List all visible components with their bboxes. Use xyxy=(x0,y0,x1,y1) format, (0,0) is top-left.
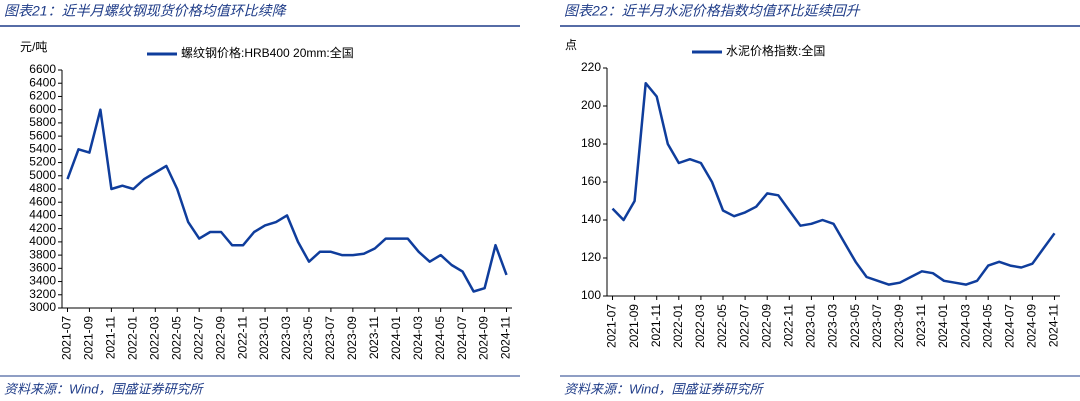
x-tick-label: 2024-03 xyxy=(411,316,425,360)
x-tick-label: 2023-09 xyxy=(345,316,359,360)
x-tick-label: 2023-07 xyxy=(323,316,337,360)
y-tick-label: 3000 xyxy=(29,300,56,314)
y-tick-label: 4400 xyxy=(29,208,56,222)
x-tick-label: 2022-09 xyxy=(213,316,227,360)
y-tick-label: 5000 xyxy=(29,168,56,182)
y-tick-label: 3400 xyxy=(29,274,56,288)
x-tick-label: 2023-05 xyxy=(301,316,315,360)
y-tick-label: 6000 xyxy=(29,102,56,116)
data-line xyxy=(66,108,508,293)
x-tick-label: 2024-07 xyxy=(455,316,469,360)
legend-label: 螺纹钢价格:HRB400 20mm:全国 xyxy=(181,45,354,60)
x-tick-label: 2021-11 xyxy=(649,304,663,347)
y-tick-label: 140 xyxy=(581,212,601,226)
x-tick-label: 2022-01 xyxy=(126,316,140,360)
y-tick-label: 180 xyxy=(581,136,601,150)
data-line xyxy=(611,81,1056,286)
x-tick-label: 2024-07 xyxy=(1002,304,1016,348)
x-tick-label: 2023-03 xyxy=(826,304,840,348)
x-tick-label: 2024-11 xyxy=(499,316,513,359)
x-tick-label: 2021-07 xyxy=(605,304,619,348)
y-tick-label: 3200 xyxy=(29,287,56,301)
x-tick-label: 2022-05 xyxy=(169,316,183,360)
x-tick-label: 2023-11 xyxy=(914,304,928,347)
x-tick-label: 2022-03 xyxy=(693,304,707,348)
x-tick-label: 2024-11 xyxy=(1047,304,1061,347)
x-tick-label: 2022-07 xyxy=(737,304,751,348)
x-tick-label: 2021-09 xyxy=(627,304,641,348)
y-tick-label: 4800 xyxy=(29,181,56,195)
y-tick-label: 5400 xyxy=(29,142,56,156)
y-tick-label: 3600 xyxy=(29,261,56,275)
source: 资料来源：Wind，国盛证券研究所 xyxy=(564,381,765,396)
x-tick-label: 2022-09 xyxy=(759,304,773,348)
x-tick-label: 2024-01 xyxy=(936,304,950,348)
y-tick-label: 6200 xyxy=(29,89,56,103)
x-tick-label: 2023-09 xyxy=(892,304,906,348)
y-tick-label: 5200 xyxy=(29,155,56,169)
y-tick-label: 160 xyxy=(581,174,601,188)
x-tick-label: 2022-01 xyxy=(671,304,685,348)
source: 资料来源：Wind，国盛证券研究所 xyxy=(4,381,205,396)
x-tick-label: 2024-09 xyxy=(1025,304,1039,348)
y-tick-label: 6600 xyxy=(29,62,56,76)
x-tick-label: 2023-11 xyxy=(367,316,381,359)
y-tick-label: 200 xyxy=(581,98,601,112)
x-tick-label: 2023-05 xyxy=(848,304,862,348)
x-tick-label: 2022-05 xyxy=(715,304,729,348)
x-tick-label: 2024-03 xyxy=(958,304,972,348)
y-tick-label: 3800 xyxy=(29,247,56,261)
x-tick-label: 2021-09 xyxy=(82,316,96,360)
legend-label: 水泥价格指数:全国 xyxy=(726,43,825,58)
x-tick-label: 2023-01 xyxy=(257,316,271,360)
x-tick-label: 2024-05 xyxy=(433,316,447,360)
y-tick-label: 5600 xyxy=(29,128,56,142)
x-tick-label: 2023-03 xyxy=(279,316,293,360)
x-tick-label: 2023-07 xyxy=(870,304,884,348)
x-tick-label: 2021-07 xyxy=(60,316,74,360)
y-tick-label: 120 xyxy=(581,250,601,264)
x-tick-label: 2022-11 xyxy=(235,316,249,359)
unit-label: 元/吨 xyxy=(20,40,47,54)
chart-title: 图表21：近半月螺纹钢现货价格均值环比续降 xyxy=(4,3,288,19)
x-tick-label: 2024-01 xyxy=(389,316,403,360)
x-tick-label: 2022-07 xyxy=(191,316,205,360)
x-tick-label: 2023-01 xyxy=(804,304,818,348)
y-tick-label: 4000 xyxy=(29,234,56,248)
y-tick-label: 100 xyxy=(581,288,601,302)
y-tick-label: 6400 xyxy=(29,75,56,89)
x-tick-label: 2022-11 xyxy=(781,304,795,347)
y-tick-label: 4200 xyxy=(29,221,56,235)
chart-title: 图表22：近半月水泥价格指数均值环比延续回升 xyxy=(564,3,861,19)
x-tick-label: 2021-11 xyxy=(104,316,118,359)
x-tick-label: 2022-03 xyxy=(147,316,161,360)
y-tick-label: 220 xyxy=(581,60,601,74)
x-tick-label: 2024-05 xyxy=(980,304,994,348)
unit-label: 点 xyxy=(565,38,577,52)
y-tick-label: 4600 xyxy=(29,194,56,208)
y-tick-label: 5800 xyxy=(29,115,56,129)
x-tick-label: 2024-09 xyxy=(477,316,491,360)
